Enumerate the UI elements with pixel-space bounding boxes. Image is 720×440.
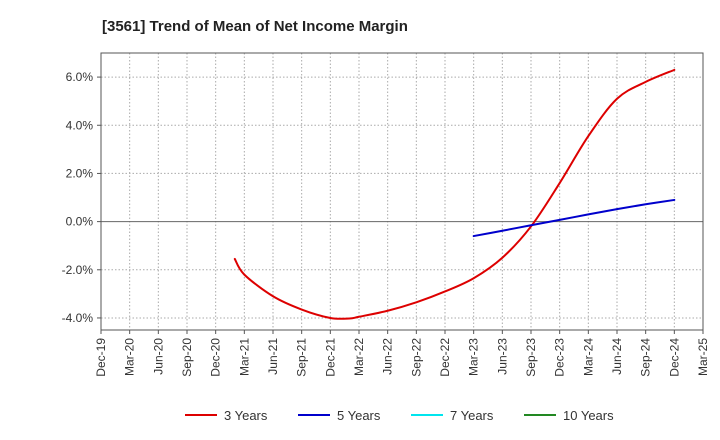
y-tick-label: 0.0% — [66, 215, 94, 229]
x-tick-label: Dec-22 — [438, 338, 452, 377]
x-tick-label: Mar-25 — [696, 338, 710, 376]
plot-border — [100, 52, 704, 331]
plot-area — [101, 53, 703, 330]
series-line-3-years — [233, 68, 676, 320]
y-tick-label: 4.0% — [66, 118, 94, 132]
x-tick-label: Jun-22 — [381, 338, 395, 375]
x-tick-label: Sep-23 — [524, 338, 538, 377]
series-lines — [233, 68, 676, 320]
x-tick-label: Mar-21 — [237, 338, 251, 376]
grid — [101, 53, 703, 330]
legend-label: 3 Years — [224, 408, 268, 423]
y-tick-label: -2.0% — [62, 263, 94, 277]
x-tick-label: Dec-21 — [323, 338, 337, 377]
y-tick-label: -4.0% — [62, 311, 94, 325]
x-tick-label: Dec-19 — [94, 338, 108, 377]
x-tick-label: Sep-22 — [409, 338, 423, 377]
x-tick-label: Dec-24 — [667, 338, 681, 377]
y-tick-label: 6.0% — [66, 70, 94, 84]
x-tick-label: Sep-21 — [295, 338, 309, 377]
y-tick-label: 2.0% — [66, 166, 94, 180]
x-tick-label: Mar-23 — [467, 338, 481, 376]
legend: 3 Years 5 Years 7 Years 10 Years — [185, 408, 614, 423]
x-tick-label: Mar-20 — [123, 338, 137, 376]
x-tick-label: Jun-24 — [610, 338, 624, 375]
axes: Dec-19 Mar-20 Jun-20 Sep-20 Dec-20 Mar-21 Jun-… — [62, 52, 710, 377]
series-line-5-years — [472, 198, 676, 238]
x-tick-label: Sep-20 — [180, 338, 194, 377]
x-tick-label: Mar-24 — [581, 338, 595, 376]
chart-title: [3561] Trend of Mean of Net Income Margi… — [102, 18, 408, 35]
legend-label: 7 Years — [450, 408, 494, 423]
legend-label: 10 Years — [563, 408, 614, 423]
x-tick-label: Mar-22 — [352, 338, 366, 376]
x-tick-label: Dec-20 — [209, 338, 223, 377]
legend-label: 5 Years — [337, 408, 381, 423]
x-tick-label: Jun-21 — [266, 338, 280, 375]
x-tick-label: Jun-20 — [151, 338, 165, 375]
x-tick-label: Jun-23 — [495, 338, 509, 375]
x-tick-label: Dec-23 — [553, 338, 567, 377]
x-tick-label: Sep-24 — [639, 338, 653, 377]
